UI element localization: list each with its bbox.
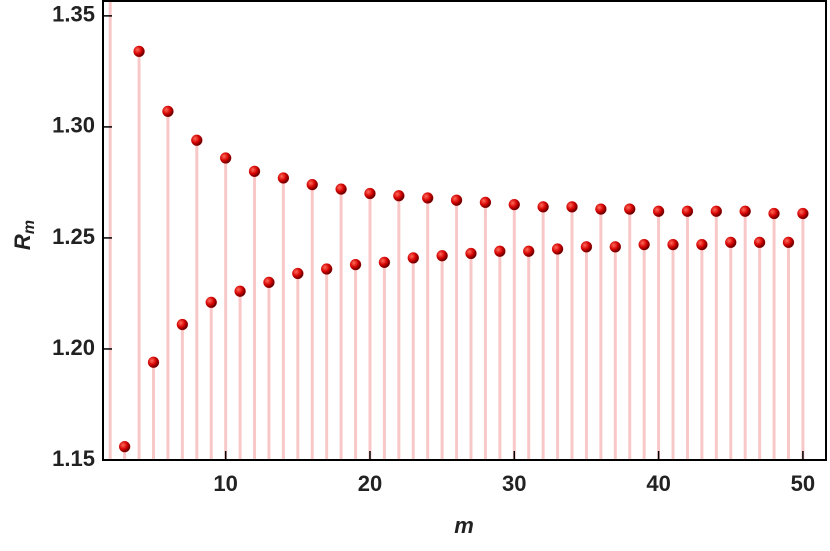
y-tick-label: 1.20 bbox=[52, 335, 95, 360]
point bbox=[566, 201, 578, 213]
point bbox=[797, 207, 809, 220]
point bbox=[465, 247, 477, 260]
point bbox=[220, 152, 232, 164]
points bbox=[118, 45, 809, 453]
point bbox=[523, 245, 535, 257]
point bbox=[364, 187, 376, 200]
x-axis-label: m bbox=[454, 513, 474, 538]
point bbox=[118, 441, 131, 453]
point bbox=[609, 241, 621, 253]
plot-frame bbox=[102, 0, 827, 461]
point bbox=[580, 241, 593, 253]
point bbox=[133, 45, 145, 58]
point bbox=[263, 276, 275, 289]
point bbox=[551, 243, 564, 255]
x-tick-label: 10 bbox=[213, 471, 237, 496]
point bbox=[349, 258, 362, 271]
point bbox=[422, 192, 434, 204]
point bbox=[508, 198, 520, 211]
x-tick-label: 50 bbox=[791, 471, 815, 496]
point bbox=[725, 236, 737, 249]
point bbox=[277, 172, 290, 184]
point bbox=[292, 267, 304, 280]
point bbox=[321, 263, 333, 275]
point bbox=[595, 203, 607, 215]
point bbox=[248, 165, 261, 177]
point bbox=[696, 238, 708, 251]
y-tick-label: 1.15 bbox=[52, 446, 95, 471]
point bbox=[624, 203, 636, 215]
x-tick-label: 40 bbox=[646, 471, 670, 496]
point bbox=[710, 205, 722, 217]
x-tick-label: 20 bbox=[358, 471, 382, 496]
point bbox=[753, 236, 766, 249]
y-tick-label: 1.30 bbox=[52, 113, 95, 138]
point bbox=[306, 178, 318, 191]
point bbox=[162, 105, 174, 118]
point bbox=[450, 194, 463, 206]
stems bbox=[108, 1, 805, 460]
point bbox=[436, 250, 448, 262]
point bbox=[479, 196, 492, 209]
point bbox=[667, 238, 679, 251]
point bbox=[234, 285, 246, 297]
point bbox=[768, 207, 780, 220]
point bbox=[378, 256, 391, 269]
y-tick-label: 1.25 bbox=[52, 224, 95, 249]
point bbox=[537, 201, 549, 213]
point bbox=[335, 183, 347, 195]
y-tick-label: 1.35 bbox=[52, 2, 95, 27]
point bbox=[494, 245, 506, 257]
y-axis-label-sub: m bbox=[21, 220, 38, 234]
point bbox=[638, 238, 650, 251]
point bbox=[176, 318, 189, 331]
point bbox=[739, 205, 751, 217]
point bbox=[205, 296, 217, 308]
point bbox=[681, 205, 694, 217]
point bbox=[407, 252, 419, 264]
point bbox=[147, 356, 160, 368]
point bbox=[782, 236, 795, 249]
y-axis-label-main: R bbox=[10, 234, 35, 250]
point bbox=[652, 205, 665, 217]
point bbox=[191, 134, 203, 146]
y-axis-label: Rm bbox=[10, 220, 38, 250]
x-tick-label: 30 bbox=[502, 471, 526, 496]
point bbox=[393, 190, 405, 202]
